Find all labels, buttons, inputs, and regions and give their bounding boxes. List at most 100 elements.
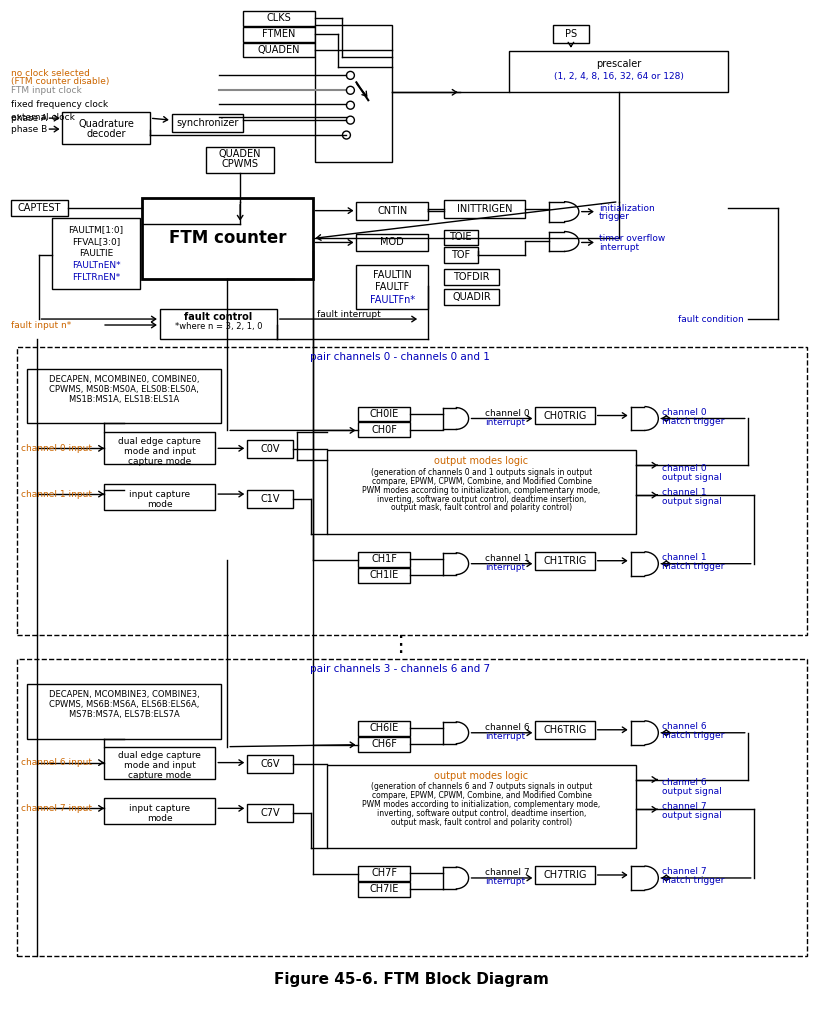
Bar (243, 43, 314, 58)
Bar (26, 684, 221, 739)
Text: C0V: C0V (260, 444, 280, 454)
Text: CH1F: CH1F (371, 554, 398, 564)
Text: output signal: output signal (663, 497, 722, 506)
Text: channel 7: channel 7 (663, 802, 707, 811)
Text: Quadrature: Quadrature (78, 119, 134, 129)
Bar (444, 269, 500, 285)
Text: mode and input: mode and input (123, 447, 196, 456)
Bar (243, 26, 314, 42)
Text: CH1TRIG: CH1TRIG (543, 556, 587, 566)
Text: CLKS: CLKS (267, 13, 291, 23)
Text: external clock: external clock (11, 113, 75, 122)
Text: FTM input clock: FTM input clock (11, 85, 81, 94)
Text: DECAPEN, MCOMBINE0, COMBINE0,: DECAPEN, MCOMBINE0, COMBINE0, (49, 375, 199, 384)
Bar (104, 799, 216, 824)
Text: pair channels 0 - channels 0 and 1: pair channels 0 - channels 0 and 1 (310, 352, 490, 362)
Text: TOFDIR: TOFDIR (453, 272, 490, 282)
Bar (356, 202, 428, 219)
Text: QUADEN: QUADEN (219, 149, 262, 158)
Text: PS: PS (565, 28, 577, 39)
Text: CH0F: CH0F (371, 425, 398, 435)
Text: match trigger: match trigger (663, 562, 725, 571)
Text: phase B: phase B (11, 125, 47, 133)
Text: QUADIR: QUADIR (452, 293, 491, 302)
Text: output signal: output signal (663, 472, 722, 482)
Text: (1, 2, 4, 8, 16, 32, 64 or 128): (1, 2, 4, 8, 16, 32, 64 or 128) (554, 72, 684, 81)
Text: channel 6: channel 6 (663, 722, 707, 732)
Text: channel 6 input: channel 6 input (21, 758, 91, 767)
Text: output mask, fault control and polarity control): output mask, fault control and polarity … (391, 504, 572, 512)
Text: FFLTRnEN*: FFLTRnEN* (72, 272, 120, 281)
Text: decoder: decoder (86, 129, 126, 139)
Bar (535, 720, 595, 739)
Text: INITTRIGEN: INITTRIGEN (457, 203, 512, 213)
Text: fixed frequency clock: fixed frequency clock (11, 100, 108, 109)
Bar (16, 346, 807, 635)
Text: CH6IE: CH6IE (370, 723, 399, 734)
Bar (314, 24, 392, 162)
Text: interrupt: interrupt (486, 878, 526, 886)
Text: fault condition: fault condition (678, 315, 744, 323)
Text: C7V: C7V (260, 809, 280, 818)
Bar (247, 805, 293, 822)
Text: FAULTF: FAULTF (375, 282, 409, 293)
Text: FAULTIN: FAULTIN (373, 270, 412, 280)
Text: CPWMS, MS0B:MS0A, ELS0B:ELS0A,: CPWMS, MS0B:MS0A, ELS0B:ELS0A, (49, 385, 199, 394)
Text: (FTM counter disable): (FTM counter disable) (11, 77, 109, 85)
Text: initialization: initialization (598, 204, 654, 213)
Bar (172, 114, 243, 132)
Bar (11, 200, 68, 215)
Text: CAPTEST: CAPTEST (18, 202, 61, 212)
Text: output signal: output signal (663, 787, 722, 796)
Text: FAULTnEN*: FAULTnEN* (72, 261, 120, 270)
Text: trigger: trigger (598, 212, 630, 221)
Text: input capture: input capture (129, 490, 190, 499)
Text: interrupt: interrupt (486, 733, 526, 742)
Text: CPWMS: CPWMS (221, 158, 258, 169)
Text: CH0TRIG: CH0TRIG (543, 410, 587, 421)
Bar (142, 198, 313, 279)
Text: channel 6: channel 6 (486, 723, 530, 733)
Text: CH0IE: CH0IE (370, 409, 399, 419)
Text: compare, EPWM, CPWM, Combine, and Modified Combine: compare, EPWM, CPWM, Combine, and Modifi… (372, 477, 592, 486)
Text: (generation of channels 0 and 1 outputs signals in output: (generation of channels 0 and 1 outputs … (371, 467, 593, 477)
Bar (358, 720, 410, 736)
Bar (327, 765, 636, 848)
Text: capture mode: capture mode (128, 771, 191, 780)
Text: channel 7: channel 7 (663, 868, 707, 877)
Text: output modes logic: output modes logic (435, 456, 528, 466)
Text: interrupt: interrupt (486, 563, 526, 572)
Bar (444, 230, 477, 246)
Text: match trigger: match trigger (663, 417, 725, 426)
Text: fault input n*: fault input n* (11, 320, 71, 329)
Text: channel 0: channel 0 (486, 409, 530, 418)
Text: mode: mode (146, 500, 173, 509)
Text: input capture: input capture (129, 804, 190, 813)
Text: dual edge capture: dual edge capture (119, 437, 201, 446)
Text: timer overflow: timer overflow (598, 234, 665, 243)
Text: CH7TRIG: CH7TRIG (543, 870, 587, 880)
Text: mode and input: mode and input (123, 761, 196, 770)
Text: pair channels 3 - channels 6 and 7: pair channels 3 - channels 6 and 7 (310, 664, 491, 674)
Text: capture mode: capture mode (128, 457, 191, 465)
Text: PWM modes according to initialization, complementary mode,: PWM modes according to initialization, c… (362, 486, 601, 495)
Text: FTM counter: FTM counter (169, 230, 286, 248)
Bar (358, 737, 410, 752)
Text: QUADEN: QUADEN (258, 45, 300, 55)
Text: DECAPEN, MCOMBINE3, COMBINE3,: DECAPEN, MCOMBINE3, COMBINE3, (49, 691, 199, 699)
Text: channel 1: channel 1 (486, 554, 530, 563)
Bar (160, 309, 277, 339)
Bar (553, 24, 588, 43)
Bar (358, 423, 410, 438)
Text: inverting, software output control, deadtime insertion,: inverting, software output control, dead… (377, 495, 586, 504)
Text: Figure 45-6. FTM Block Diagram: Figure 45-6. FTM Block Diagram (273, 972, 548, 987)
Text: mode: mode (146, 814, 173, 823)
Text: output modes logic: output modes logic (435, 770, 528, 780)
Bar (104, 433, 216, 464)
Text: phase A: phase A (11, 114, 47, 123)
Text: FTMEN: FTMEN (263, 29, 295, 39)
Bar (358, 568, 410, 582)
Bar (16, 659, 807, 955)
Text: FFVAL[3:0]: FFVAL[3:0] (72, 237, 120, 246)
Bar (535, 552, 595, 570)
